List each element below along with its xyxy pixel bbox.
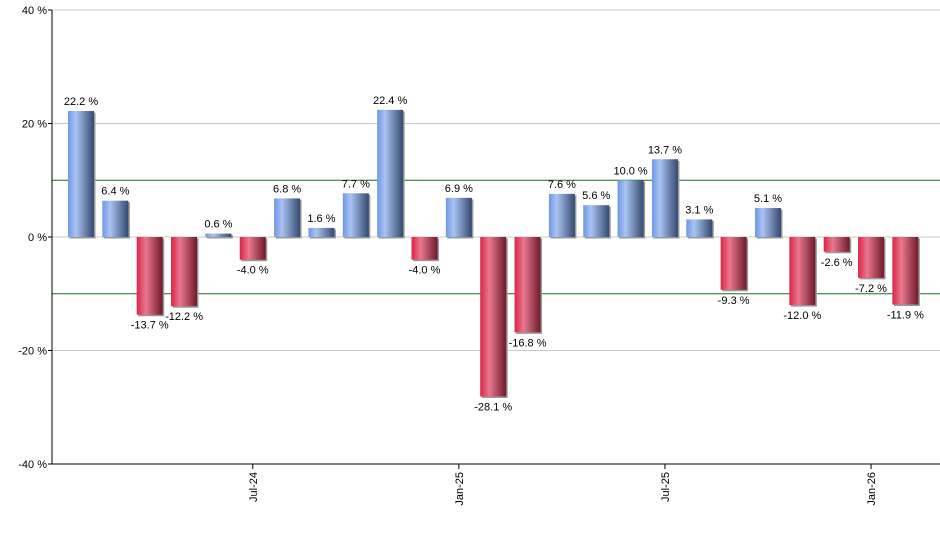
data-label: 5.6 % xyxy=(582,190,610,202)
y-tick-label: -20 % xyxy=(18,346,47,358)
data-label: 10.0 % xyxy=(613,165,647,177)
bar xyxy=(617,180,644,237)
bar xyxy=(686,219,713,237)
bar xyxy=(205,233,232,237)
bar xyxy=(411,237,438,260)
y-tick-label: 40 % xyxy=(22,5,47,17)
bar xyxy=(651,159,678,237)
data-label: 1.6 % xyxy=(307,213,335,225)
data-label: -4.0 % xyxy=(409,265,441,277)
bar xyxy=(171,237,198,307)
bar xyxy=(239,237,266,260)
bar xyxy=(308,227,335,237)
data-label: -9.3 % xyxy=(718,295,750,307)
data-label: 6.9 % xyxy=(445,183,473,195)
data-label: 3.1 % xyxy=(685,204,713,216)
bar xyxy=(548,193,575,237)
data-label: 7.7 % xyxy=(342,178,370,190)
data-label: -13.7 % xyxy=(131,320,169,332)
data-label: 5.1 % xyxy=(754,193,782,205)
bar xyxy=(823,237,850,252)
x-tick-label: Jan-26 xyxy=(866,472,878,506)
data-label: 13.7 % xyxy=(648,144,682,156)
x-tick-label: Jul-24 xyxy=(248,472,260,502)
bar xyxy=(342,193,369,237)
bar xyxy=(583,205,610,237)
bar xyxy=(892,237,919,305)
y-tick-label: -40 % xyxy=(18,459,47,471)
bar xyxy=(68,111,94,237)
data-label: 6.8 % xyxy=(273,183,301,195)
data-label: 22.4 % xyxy=(373,95,407,107)
data-label: -7.2 % xyxy=(855,283,887,295)
bar xyxy=(720,237,747,290)
y-tick-label: 0 % xyxy=(28,232,47,244)
data-label: -16.8 % xyxy=(509,337,547,349)
data-label: -11.9 % xyxy=(887,310,924,322)
bar xyxy=(789,237,816,306)
bar xyxy=(136,237,163,315)
data-label: 22.2 % xyxy=(64,96,98,108)
bar xyxy=(480,237,507,397)
x-tick-label: Jan-25 xyxy=(454,472,466,506)
data-label: -12.2 % xyxy=(165,311,203,323)
y-tick-label: 20 % xyxy=(22,119,47,131)
data-label: -2.6 % xyxy=(821,257,853,269)
bar xyxy=(274,198,301,237)
bar xyxy=(514,237,541,333)
bar xyxy=(858,237,885,278)
data-label: -28.1 % xyxy=(474,401,512,413)
data-label: -4.0 % xyxy=(237,265,269,277)
data-label: 6.4 % xyxy=(101,186,129,198)
bar xyxy=(445,197,472,237)
data-label: 0.6 % xyxy=(204,219,232,231)
data-label: 7.6 % xyxy=(548,179,576,191)
bar xyxy=(755,208,781,237)
bar xyxy=(102,200,129,237)
x-tick-label: Jul-25 xyxy=(660,472,672,502)
bar xyxy=(377,109,404,237)
data-label: -12.0 % xyxy=(783,310,821,322)
